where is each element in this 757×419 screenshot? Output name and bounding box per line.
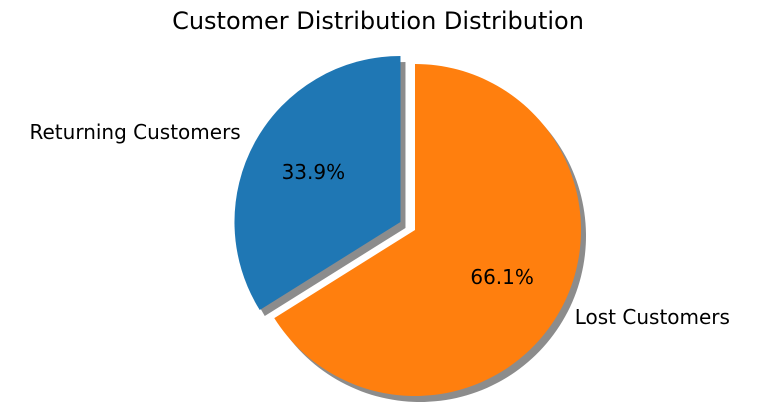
- slice-label: Returning Customers: [30, 120, 241, 144]
- chart-title: Customer Distribution Distribution: [172, 7, 584, 35]
- slice: [274, 64, 581, 396]
- value-label: 33.9%: [282, 160, 346, 184]
- value-label: 66.1%: [470, 265, 534, 289]
- slice-label: Lost Customers: [575, 305, 730, 329]
- slice: [234, 55, 401, 311]
